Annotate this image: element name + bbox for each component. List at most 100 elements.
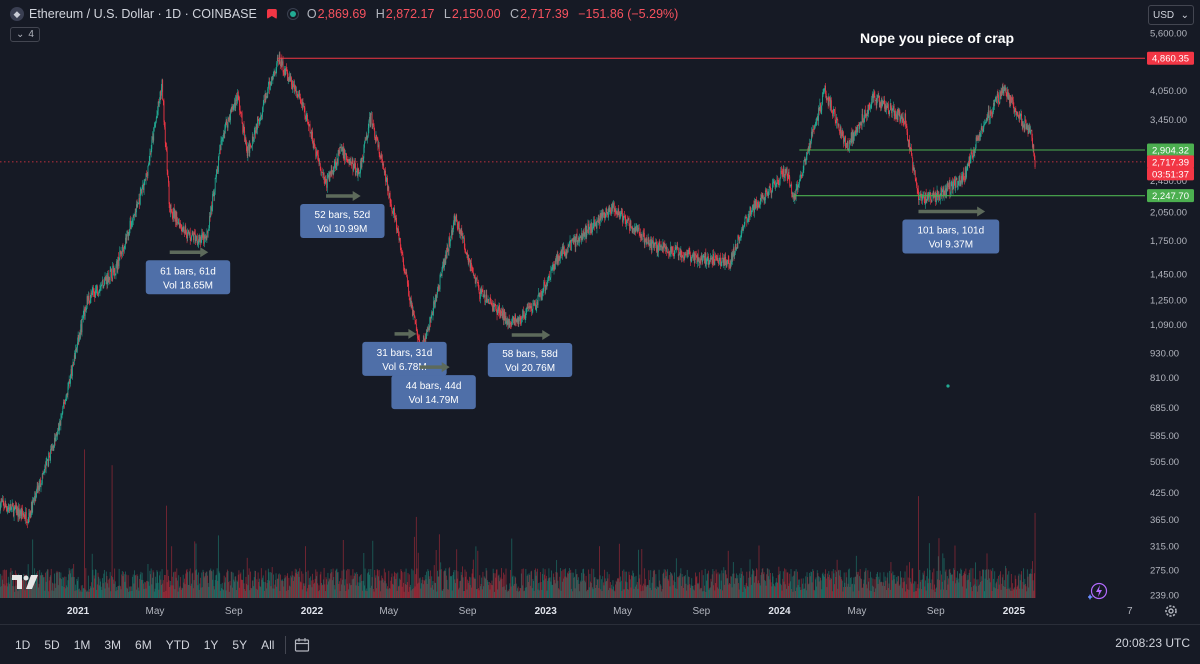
candle <box>247 142 249 161</box>
volume-bar <box>460 580 461 598</box>
candle <box>941 185 942 199</box>
candle <box>361 157 363 171</box>
volume-bar <box>205 571 207 598</box>
candle <box>1019 113 1021 120</box>
candle <box>310 130 312 140</box>
candle <box>310 131 312 134</box>
candle <box>1028 122 1030 133</box>
candle <box>846 142 848 148</box>
range-button-3m[interactable]: 3M <box>104 637 122 652</box>
volume-bar <box>700 588 702 598</box>
volume-bar <box>461 575 463 598</box>
candle <box>791 181 793 198</box>
ethereum-icon: ◆ <box>10 7 24 21</box>
utc-clock[interactable]: 20:08:23 UTC <box>1115 636 1190 650</box>
range-button-5d[interactable]: 5D <box>44 637 60 652</box>
volume-bar <box>713 571 715 598</box>
candle <box>241 110 243 125</box>
range-button-1m[interactable]: 1M <box>73 637 91 652</box>
candle <box>2 495 4 506</box>
volume-bar <box>830 577 832 598</box>
volume-bar <box>365 588 367 598</box>
candle <box>7 506 9 515</box>
volume-bar <box>926 568 928 598</box>
candle <box>743 225 745 232</box>
range-button-1y[interactable]: 1Y <box>203 637 219 652</box>
candle <box>500 307 502 318</box>
measure-label-box <box>902 219 1000 254</box>
chart-text-annotation[interactable]: Nope you piece of crap <box>860 30 1015 46</box>
volume-bar <box>168 580 170 598</box>
volume-bar <box>385 572 387 598</box>
candle <box>363 144 365 163</box>
volume-bar <box>323 568 325 598</box>
volume-bar <box>706 580 707 598</box>
candle <box>877 90 879 102</box>
candle <box>520 316 522 326</box>
candle <box>412 306 414 320</box>
candle <box>695 251 696 260</box>
candle <box>1003 85 1005 92</box>
candle <box>484 290 486 306</box>
candle <box>35 492 37 501</box>
volume-bar <box>836 571 837 598</box>
volume-bar <box>963 573 965 598</box>
volume-bar <box>660 585 662 598</box>
volume-bar <box>17 591 19 598</box>
market-open-icon[interactable] <box>286 8 299 20</box>
candle <box>67 382 69 400</box>
market-status-flag-icon[interactable] <box>266 9 277 19</box>
price-axis[interactable]: 5,600.004,050.003,450.002,450.002,050.00… <box>1145 0 1200 624</box>
gear-icon[interactable] <box>1163 603 1179 619</box>
symbol-title[interactable]: Ethereum / U.S. Dollar · 1D · COINBASE <box>29 7 257 21</box>
volume-bar <box>382 579 384 598</box>
volume-bar <box>791 589 793 598</box>
range-button-1d[interactable]: 1D <box>15 637 31 652</box>
candle <box>579 235 581 239</box>
candle <box>832 109 834 119</box>
candle <box>85 305 87 312</box>
tradingview-logo-icon[interactable] <box>12 575 38 589</box>
indicators-toggle-button[interactable]: ⌄ 4 <box>10 27 40 42</box>
candle <box>377 137 379 151</box>
candle <box>180 220 182 230</box>
candle <box>593 216 595 230</box>
candle <box>404 267 406 274</box>
volume-bar <box>370 569 372 598</box>
candle <box>715 254 717 261</box>
candle <box>54 433 56 446</box>
candle <box>539 292 541 302</box>
volume-bar <box>5 570 7 598</box>
volume-bar <box>531 588 533 598</box>
lightning-icon[interactable] <box>1088 582 1108 600</box>
volume-bar <box>502 572 504 598</box>
candle <box>136 199 138 209</box>
candle <box>561 244 563 260</box>
range-button-ytd[interactable]: YTD <box>165 637 190 652</box>
volume-bar <box>540 572 542 598</box>
calendar-range-icon[interactable] <box>294 637 310 653</box>
candle <box>617 210 618 218</box>
candle <box>276 61 278 74</box>
range-button-6m[interactable]: 6M <box>135 637 152 652</box>
volume-bar <box>787 572 789 598</box>
range-button-all[interactable]: All <box>261 637 275 652</box>
range-button-5y[interactable]: 5Y <box>232 637 248 652</box>
candle <box>448 236 450 256</box>
time-axis[interactable]: 2021 May Sep 2022 May Sep 2023 May Sep 2024 May Sep… <box>67 606 1133 617</box>
candle <box>56 431 58 437</box>
volume-bar <box>602 576 604 598</box>
candle <box>510 321 512 329</box>
horizontal-lines[interactable] <box>0 57 1145 197</box>
currency-select[interactable]: USD ⌄ <box>1148 5 1194 25</box>
candle <box>1012 96 1014 109</box>
candle <box>1019 111 1021 123</box>
volume-bar <box>397 572 399 598</box>
